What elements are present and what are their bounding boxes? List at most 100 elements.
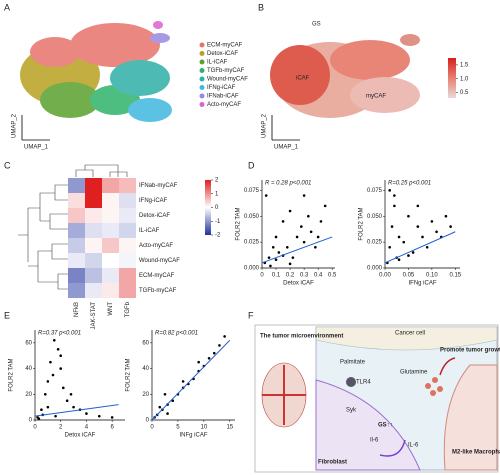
point bbox=[46, 380, 50, 383]
point bbox=[319, 220, 323, 223]
point bbox=[281, 220, 285, 223]
legend-label: IFNg-iCAF bbox=[207, 85, 236, 91]
y-tick-label: 0.025 bbox=[367, 240, 383, 246]
x-tick-label: 6 bbox=[110, 425, 114, 431]
point bbox=[288, 209, 292, 213]
umap-annotation: GS bbox=[312, 22, 321, 28]
umap-axes bbox=[21, 115, 300, 141]
point bbox=[218, 344, 221, 347]
diagram-f bbox=[254, 324, 499, 473]
y-tick-label: 0 bbox=[146, 418, 150, 424]
heatmap-cell bbox=[68, 253, 85, 268]
annotation: R=0.25 p<0.001 bbox=[388, 181, 431, 187]
heatmap-cell bbox=[119, 193, 136, 208]
heatmap-cell bbox=[68, 283, 85, 298]
annotation: R=0.82 p<0.001 bbox=[155, 331, 198, 337]
point bbox=[316, 235, 320, 239]
point bbox=[51, 373, 55, 377]
y-axis-label: UMAP_2 bbox=[262, 113, 268, 138]
legend-swatch bbox=[199, 42, 205, 48]
heatmap-cell bbox=[68, 238, 85, 253]
colorbar-tick-label: -1 bbox=[215, 219, 221, 225]
heatmap-cell bbox=[119, 238, 136, 253]
x-tick-label: 0 bbox=[33, 425, 37, 431]
x-tick-label: 0.4 bbox=[314, 273, 323, 279]
point bbox=[323, 204, 327, 208]
panel-label: F bbox=[248, 310, 254, 320]
row-label: TGFb-myCAF bbox=[139, 288, 177, 294]
y-tick-label: 60 bbox=[142, 340, 149, 346]
point bbox=[40, 408, 43, 412]
x-tick-label: 15 bbox=[226, 425, 233, 431]
point bbox=[435, 230, 438, 234]
point bbox=[97, 414, 101, 418]
point bbox=[197, 360, 200, 364]
x-axis-label: Detox iCAF bbox=[65, 433, 96, 439]
point bbox=[390, 225, 394, 228]
point bbox=[307, 214, 310, 218]
x-tick-label: 0 bbox=[150, 425, 154, 431]
point bbox=[49, 360, 52, 364]
legend-swatch bbox=[199, 102, 205, 107]
point bbox=[52, 338, 56, 342]
point bbox=[72, 405, 75, 409]
point bbox=[59, 367, 63, 370]
diagram-label: GS↑↑ bbox=[378, 423, 393, 429]
heatmap-cell bbox=[119, 253, 136, 268]
x-tick-label: 0.05 bbox=[403, 273, 415, 279]
x-tick-label: 0.15 bbox=[449, 273, 461, 279]
x-axis-label: IFNg iCAF bbox=[408, 281, 436, 287]
heatmap-cell bbox=[102, 253, 119, 268]
point bbox=[302, 194, 306, 197]
point bbox=[407, 254, 410, 257]
diagram-label: Il-6 bbox=[370, 438, 379, 444]
heatmap-cell bbox=[85, 283, 102, 298]
heatmap-cell bbox=[102, 268, 119, 283]
y-tick-label: 40 bbox=[142, 366, 149, 372]
x-axis-label: UMAP_1 bbox=[274, 145, 299, 151]
colorbar-tick-label: 1.0 bbox=[460, 76, 469, 82]
umap-annotation: iCAF bbox=[296, 76, 310, 82]
point bbox=[271, 245, 275, 249]
colorbar bbox=[205, 180, 211, 235]
heatmap-cell bbox=[102, 178, 119, 193]
point bbox=[393, 194, 396, 197]
x-tick-label: 0.10 bbox=[426, 273, 438, 279]
point bbox=[285, 245, 289, 249]
y-tick-label: 0.075 bbox=[367, 188, 383, 194]
point bbox=[181, 380, 185, 383]
y-tick-label: 20 bbox=[142, 392, 149, 398]
point bbox=[302, 240, 306, 244]
colorbar-tick-label: 2 bbox=[215, 178, 219, 184]
row-label: Detox-iCAF bbox=[139, 213, 170, 219]
x-tick-label: 0.3 bbox=[300, 273, 309, 279]
fit-line bbox=[151, 339, 231, 421]
heatmap-cell bbox=[119, 178, 136, 193]
colorbar-tick-label: 0 bbox=[215, 205, 219, 211]
diagram-label: Syk bbox=[346, 408, 357, 414]
row-label: IFNab-myCAF bbox=[139, 183, 178, 189]
heatmap-cell bbox=[119, 283, 136, 298]
point bbox=[54, 414, 57, 418]
point bbox=[274, 258, 278, 262]
point bbox=[421, 235, 424, 239]
heatmap-cell bbox=[119, 208, 136, 223]
point bbox=[61, 386, 65, 390]
column-label: NFkB bbox=[74, 302, 80, 317]
y-tick-label: 0.050 bbox=[244, 214, 260, 220]
y-tick-label: 0 bbox=[29, 418, 33, 424]
y-tick-label: 0.075 bbox=[244, 188, 260, 194]
legend-swatch bbox=[199, 68, 205, 73]
legend-label: IL-iCAF bbox=[207, 60, 228, 66]
point bbox=[59, 354, 63, 358]
x-axis-label: Detox iCAF bbox=[283, 281, 314, 287]
fit-line bbox=[261, 236, 333, 264]
diagram-label: TLR4 bbox=[356, 380, 371, 386]
panel-label: A bbox=[4, 2, 10, 12]
point bbox=[43, 392, 47, 396]
point bbox=[56, 347, 60, 351]
panel-label: C bbox=[4, 160, 11, 170]
umap-annotation: myCAF bbox=[366, 94, 386, 100]
legend-label: ECM-myCAF bbox=[207, 43, 243, 49]
